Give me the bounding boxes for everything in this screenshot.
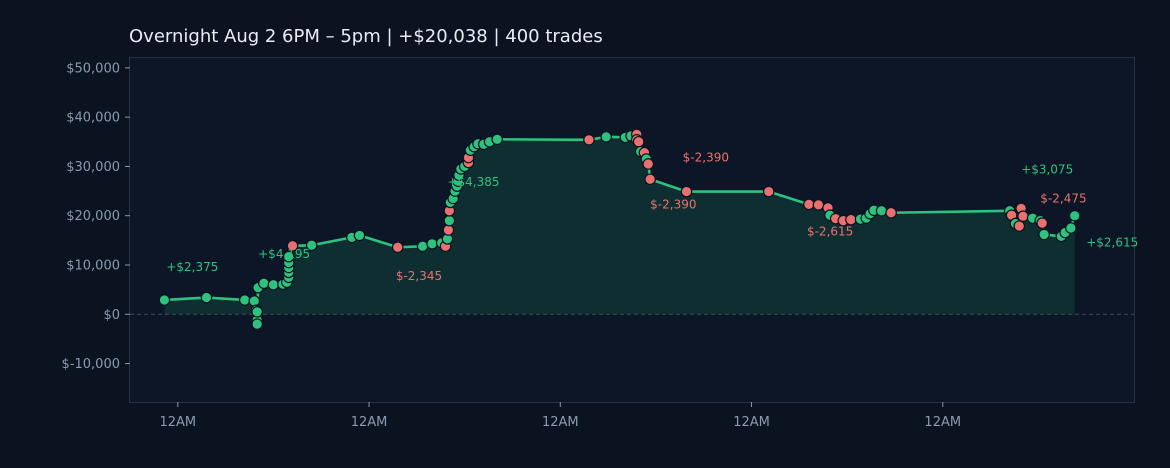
- trade-point-win: [248, 295, 261, 307]
- y-tick-label: $10,000: [66, 258, 120, 273]
- trade-annotations: +$2,375 +$4,195 $-2,345 +$4,385 $-2,390 $-2,3…: [166, 150, 1138, 282]
- trade-point-win: [1038, 228, 1050, 241]
- trade-point-loss: [442, 224, 455, 236]
- trade-markers: [158, 128, 1081, 330]
- trade-point-win: [416, 240, 429, 253]
- trade-annotation: +$4,195: [258, 247, 310, 261]
- trade-point-loss: [1017, 210, 1029, 223]
- y-tick-label: $40,000: [66, 111, 120, 126]
- y-axis: $-10,000 $0 $10,000 $20,000 $30,000 $40,000 $5…: [62, 61, 130, 372]
- trade-point-win: [282, 250, 295, 263]
- equity-area: [164, 134, 1075, 325]
- x-axis: 12AM 12AM 12AM 12AM 12AM: [159, 402, 961, 430]
- trade-point-loss: [845, 213, 857, 226]
- y-tick-label: $30,000: [66, 160, 120, 175]
- trade-annotation: $-2,390: [683, 150, 729, 164]
- trade-point-win: [443, 214, 456, 227]
- trade-annotation: +$3,075: [1021, 162, 1073, 176]
- trade-point-loss: [885, 206, 897, 219]
- y-tick-label: $50,000: [66, 61, 120, 76]
- x-tick-label: 12AM: [924, 415, 961, 430]
- trade-point-win: [305, 239, 318, 252]
- x-tick-label: 12AM: [351, 415, 388, 430]
- trade-annotation: $-2,390: [650, 197, 696, 211]
- trade-point-loss: [1013, 220, 1026, 232]
- trade-point-loss: [803, 198, 815, 211]
- y-tick-label: $-10,000: [62, 357, 120, 372]
- x-tick-label: 12AM: [542, 415, 579, 430]
- trade-annotation: +$4,385: [447, 175, 499, 189]
- trade-point-loss: [642, 158, 655, 170]
- trade-point-loss: [1036, 217, 1049, 229]
- trade-point-loss: [286, 239, 299, 252]
- trade-point-loss: [644, 173, 656, 186]
- trade-point-win: [251, 318, 263, 330]
- trade-annotation: $-2,615: [807, 224, 853, 238]
- trade-point-win: [426, 237, 438, 250]
- trade-point-loss: [583, 134, 595, 146]
- trade-point-loss: [680, 185, 693, 198]
- trade-point-loss: [762, 185, 775, 198]
- trade-point-win: [238, 294, 251, 306]
- trade-annotation: +$2,615: [1086, 235, 1138, 249]
- trade-point-win: [1065, 222, 1077, 234]
- x-tick-label: 12AM: [733, 415, 770, 430]
- trade-point-loss: [391, 241, 404, 254]
- y-tick-label: $0: [103, 308, 120, 323]
- trade-point-win: [258, 277, 270, 290]
- x-tick-label: 12AM: [159, 415, 196, 430]
- trade-annotation: $-2,475: [1040, 191, 1086, 205]
- chart-title: Overnight Aug 2 6PM – 5pm | +$20,038 | 4…: [129, 26, 603, 47]
- trade-point-loss: [632, 135, 645, 148]
- trade-point-win: [200, 291, 213, 304]
- trade-point-win: [267, 278, 280, 291]
- trade-annotation: +$2,375: [166, 260, 218, 274]
- trade-point-win: [251, 306, 263, 318]
- trade-point-win: [1068, 209, 1081, 222]
- trade-point-win: [491, 133, 503, 146]
- equity-area-fill: [164, 134, 1075, 325]
- trade-annotation: $-2,345: [396, 269, 442, 283]
- trade-point-win: [353, 229, 366, 242]
- y-tick-label: $20,000: [66, 209, 120, 224]
- trade-point-win: [875, 204, 888, 217]
- trade-point-loss: [812, 199, 825, 211]
- trade-point-win: [158, 294, 171, 306]
- trade-point-win: [600, 131, 612, 143]
